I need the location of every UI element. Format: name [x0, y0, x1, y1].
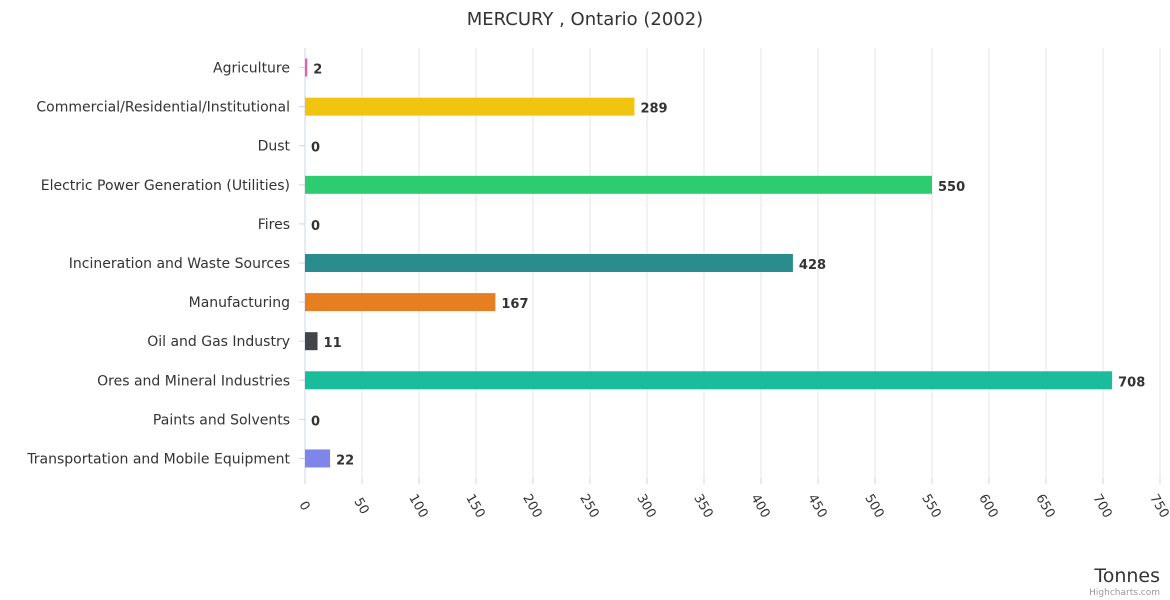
category-label: Manufacturing: [189, 295, 290, 311]
x-axis-title: Tonnes: [1093, 565, 1160, 587]
x-tick-label: 600: [975, 492, 1000, 521]
bar[interactable]: [305, 371, 1113, 390]
category-label: Agriculture: [213, 61, 290, 77]
category-label: Ores and Mineral Industries: [97, 373, 290, 389]
category-label: Fires: [258, 217, 290, 233]
x-tick-label: 650: [1032, 492, 1057, 521]
bar[interactable]: [305, 175, 932, 194]
category-label: Transportation and Mobile Equipment: [26, 451, 290, 467]
credits-link[interactable]: Highcharts.com: [1089, 588, 1160, 598]
x-tick-label: 750: [1146, 492, 1170, 521]
bar[interactable]: [305, 58, 308, 77]
x-tick-label: 500: [861, 492, 886, 521]
category-label: Electric Power Generation (Utilities): [41, 178, 290, 194]
bars: 2 289 0 550 0 428 167 11 708 0 22: [305, 58, 1145, 468]
category-labels: Agriculture Commercial/Residential/Instit…: [26, 61, 290, 468]
bar[interactable]: [305, 254, 793, 272]
category-label: Paints and Solvents: [153, 412, 290, 428]
category-label: Oil and Gas Industry: [147, 334, 290, 350]
data-label: 428: [799, 258, 826, 273]
data-label: 2: [313, 63, 322, 78]
x-tick-label: 350: [690, 492, 715, 521]
x-tick-label: 250: [576, 492, 601, 521]
chart-title: MERCURY , Ontario (2002): [467, 9, 703, 30]
data-label: 0: [311, 141, 320, 156]
x-tick-label: 200: [519, 492, 544, 521]
x-tick-label: 50: [350, 495, 371, 517]
data-label: 22: [336, 453, 354, 468]
bar[interactable]: [305, 97, 635, 116]
data-label: 11: [324, 336, 342, 351]
x-tick-label: 550: [918, 492, 943, 521]
tick-labels: 0 50 100 150 200 250 300 350 400 450 500 550 600 650 7…: [295, 492, 1170, 521]
x-tick-label: 450: [804, 492, 829, 521]
data-label: 550: [938, 180, 965, 195]
bar[interactable]: [305, 293, 496, 312]
category-label: Dust: [258, 139, 291, 155]
x-tick-label: 150: [462, 492, 487, 521]
bar[interactable]: [305, 332, 318, 351]
x-tick-label: 300: [633, 492, 658, 521]
category-label: Commercial/Residential/Institutional: [36, 100, 290, 116]
category-label: Incineration and Waste Sources: [69, 256, 290, 272]
data-label: 289: [640, 102, 667, 117]
x-tick-label: 100: [405, 492, 430, 521]
x-tick-label: 0: [295, 499, 312, 514]
data-label: 0: [311, 414, 320, 429]
data-label: 0: [311, 219, 320, 234]
data-label: 708: [1118, 375, 1145, 390]
data-label: 167: [501, 297, 528, 312]
x-tick-label: 400: [747, 492, 772, 521]
bar[interactable]: [305, 449, 331, 468]
x-tick-label: 700: [1089, 492, 1114, 521]
